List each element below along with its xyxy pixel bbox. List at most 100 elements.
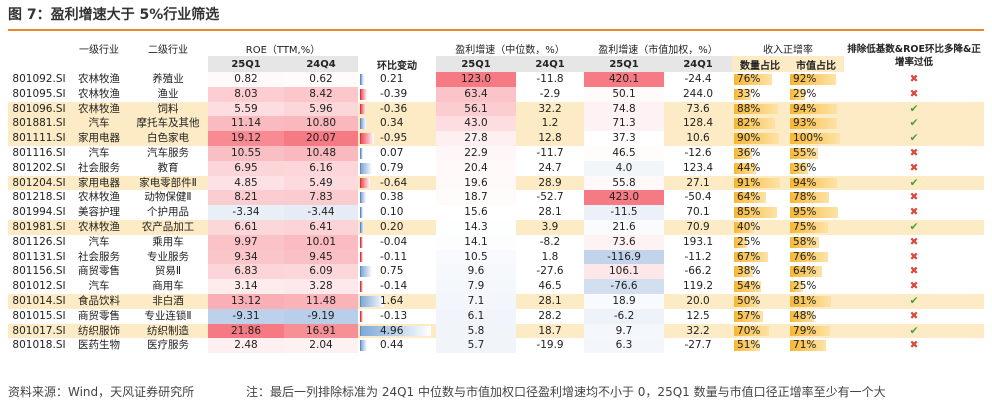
cell-text: 6.09 (309, 265, 333, 278)
cell-text: ✔ (909, 220, 919, 233)
cell-text: 18.7 (538, 324, 562, 337)
cell: -0.13 (358, 309, 436, 324)
cell-text: 渔业 (157, 87, 179, 100)
cell: ✖ (844, 279, 984, 294)
cell: 32.2 (516, 101, 585, 117)
ratio-bar (790, 266, 823, 278)
cell-text: 85% (737, 206, 761, 219)
cell-text: 3.14 (234, 280, 258, 293)
cell-text: 27.8 (464, 132, 488, 145)
cell: 10.01 (284, 234, 358, 250)
cell-text: 9.45 (309, 250, 333, 263)
cell-text: 32.2 (538, 102, 562, 115)
cell: ✖ (844, 264, 984, 279)
cell-text: 28.9 (538, 176, 562, 189)
ratio-bar (790, 207, 838, 218)
cell: 14.1 (436, 234, 516, 250)
cell-text: 123.4 (682, 161, 714, 174)
ratio-bar (734, 133, 780, 144)
ratio-bar (790, 133, 841, 144)
cell: 56.1 (436, 101, 516, 117)
cell: 11.14 (208, 116, 284, 132)
cell: 801012.SI (8, 279, 70, 294)
cell-text: 6.61 (234, 220, 258, 233)
header-cell: 盈利增速（中位数，%） (455, 44, 565, 56)
cell: 0.20 (358, 219, 436, 235)
cell: ✖ (844, 146, 984, 161)
ratio-bar (734, 162, 757, 174)
cell-text: 12.5 (686, 309, 710, 322)
ratio-bar (734, 340, 760, 352)
cell-text: 78% (793, 191, 817, 204)
cell-text: -0.36 (380, 102, 408, 115)
cell-text: ✔ (909, 102, 919, 115)
cell: 白色家电 (128, 131, 208, 146)
cell-text: 0.38 (380, 191, 404, 204)
cell-text: 14.1 (464, 235, 488, 248)
cell-text: 58% (793, 235, 817, 248)
cell-text: 12.8 (538, 132, 562, 145)
cell-text: 5.8 (467, 324, 485, 337)
header-cell: 市值占比 (788, 56, 845, 72)
cell-text: 10.48 (305, 146, 337, 159)
cell-text: 11.14 (230, 117, 262, 130)
cell-text: 90% (737, 132, 761, 145)
cell-text: 193.1 (682, 235, 714, 248)
cell: 汽车 (70, 235, 128, 250)
cell: 67% (732, 250, 788, 265)
cell-text: -19.9 (536, 339, 564, 352)
change-bar (360, 133, 375, 144)
cell-text: -11.8 (536, 73, 564, 85)
cell-text: 91% (737, 176, 761, 189)
cell-text: 801204.SI (12, 176, 66, 189)
cell-text: -3.34 (232, 206, 260, 219)
table-row: 801012.SI 汽车 商用车 3.14 3.28 -0.14 7.9 46.5 -76.6 1… (8, 279, 984, 294)
cell-text: 128.4 (682, 117, 714, 130)
header-cell: 二级行业 (148, 44, 188, 56)
cell: 0.44 (358, 338, 436, 353)
cell-text: 农林牧渔 (78, 87, 120, 100)
ratio-bar (734, 88, 751, 100)
cell-text: 28.1 (538, 294, 562, 307)
change-bar (360, 236, 363, 248)
cell-text: ✖ (909, 191, 919, 204)
cell-text: 81% (793, 294, 817, 307)
cell-text: 0.75 (380, 265, 404, 278)
cell: 801116.SI (8, 146, 70, 161)
cell-text: 76% (793, 250, 817, 263)
cell: 25% (788, 279, 844, 294)
cell-text: 10.5 (464, 250, 488, 263)
cell: 0.21 (358, 72, 436, 87)
cell: 18.7 (436, 190, 516, 206)
cell-text: 801014.SI (12, 294, 66, 307)
cell-text: ✖ (909, 206, 919, 219)
header-cell: 25Q1 (436, 56, 516, 72)
cell: 饲料 (128, 101, 208, 117)
cell: -27.7 (664, 338, 732, 353)
table-row: 801017.SI 纺织服饰 纺织制造 21.86 16.91 4.96 5.8 18.7 9.… (8, 323, 985, 339)
change-bar (360, 325, 431, 337)
cell: 11.48 (284, 293, 358, 309)
cell: 38% (732, 264, 788, 279)
cell: -6.2 (584, 308, 665, 324)
cell-text: 64% (737, 191, 761, 204)
cell: 19.6 (436, 175, 516, 191)
cell-text: ✖ (909, 235, 919, 248)
header-cell: 环比变动 (358, 56, 436, 72)
cell-text: 医疗服务 (147, 339, 189, 352)
ratio-bar (734, 221, 755, 233)
cell-text: -0.64 (380, 176, 408, 189)
cell-text: 13.12 (230, 294, 262, 307)
cell: ✔ (844, 293, 985, 309)
cell: 123.0 (436, 72, 516, 87)
cell-text: -116.9 (607, 250, 641, 263)
cell-text: 32.2 (686, 324, 710, 337)
cell-text: 95% (793, 206, 817, 219)
cell: 82% (732, 116, 789, 132)
cell: 28.9 (516, 175, 585, 191)
cell: -2.9 (516, 87, 584, 102)
cell-text: 801111.SI (12, 132, 66, 145)
table-row: 801015.SI 商贸零售 专业连锁Ⅱ -9.31 -9.19 -0.13 6.1 28.2… (8, 308, 984, 324)
cell-text: -11.7 (536, 146, 564, 159)
